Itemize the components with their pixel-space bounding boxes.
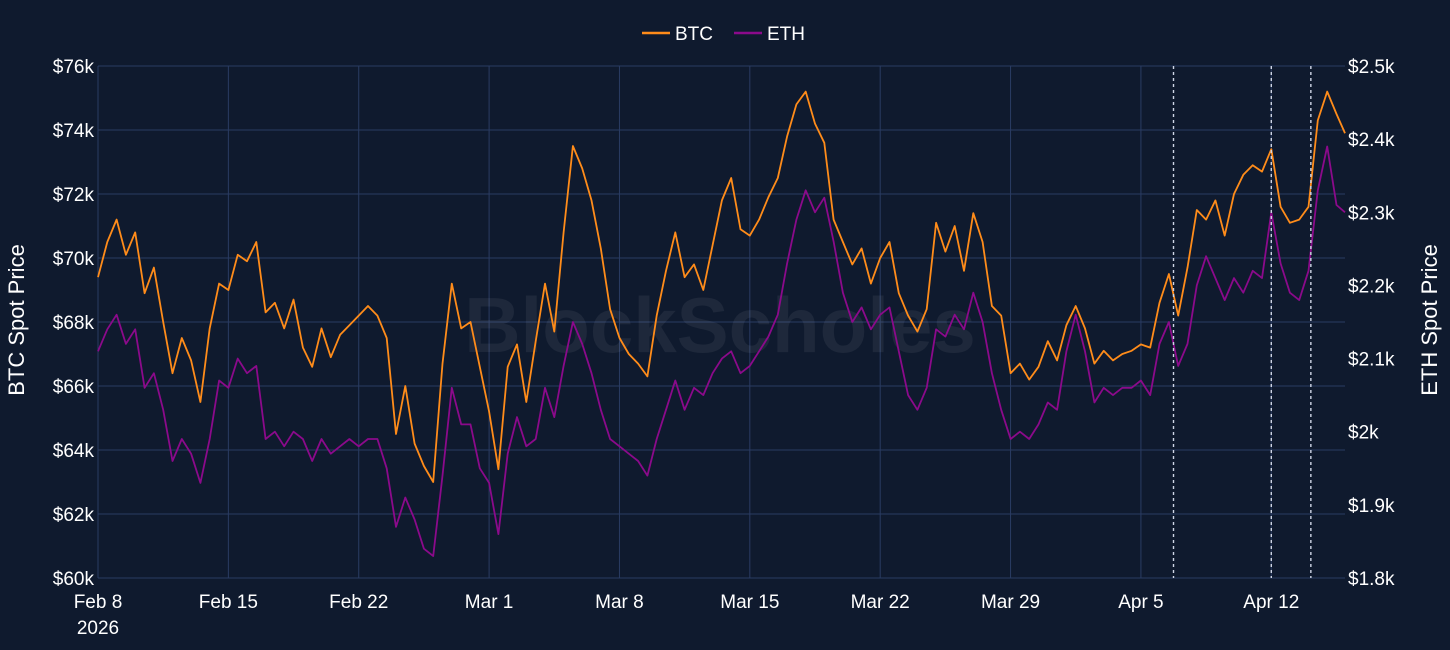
x-tick-label: Apr 5: [1118, 592, 1163, 613]
x-axis-ticks: Feb 8 2026 Feb 15 Feb 22 Mar 1 Mar 8 Mar 15 Mar…: [74, 592, 1300, 639]
x-tick-label: Apr 12: [1243, 592, 1299, 613]
left-tick-label: $76k: [53, 57, 95, 78]
right-axis-ticks: $1.8k $1.9k $2k $2.1k $2.2k $2.3k $2.4k $2.5k: [1348, 57, 1395, 590]
right-tick-label: $1.8k: [1348, 569, 1395, 590]
right-tick-label: $2.5k: [1348, 57, 1395, 78]
legend: BTC ETH: [642, 24, 805, 45]
legend-label-btc: BTC: [675, 24, 713, 45]
watermark: BlockScholes: [464, 281, 976, 369]
right-axis-title: ETH Spot Price: [1417, 244, 1442, 396]
right-tick-label: $1.9k: [1348, 496, 1395, 517]
left-tick-label: $74k: [53, 121, 95, 142]
series-line-btc: [97, 90, 1346, 483]
x-tick-label: Feb 8: [74, 592, 123, 613]
x-tick-sublabel: 2026: [77, 618, 119, 639]
left-axis-ticks: $60k $62k $64k $66k $68k $70k $72k $74k $76k: [53, 57, 95, 590]
x-tick-label: Mar 22: [851, 592, 910, 613]
x-tick-label: Feb 15: [199, 592, 258, 613]
left-axis-title: BTC Spot Price: [4, 244, 29, 396]
series-layer: [97, 90, 1346, 557]
left-tick-label: $60k: [53, 569, 95, 590]
left-tick-label: $72k: [53, 185, 95, 206]
series-line-eth: [97, 145, 1346, 557]
right-tick-label: $2.4k: [1348, 130, 1395, 151]
legend-label-eth: ETH: [767, 24, 805, 45]
left-tick-label: $62k: [53, 505, 95, 526]
right-tick-label: $2k: [1348, 423, 1379, 444]
x-tick-label: Mar 1: [465, 592, 514, 613]
x-tick-label: Mar 29: [981, 592, 1040, 613]
x-tick-label: Mar 8: [595, 592, 644, 613]
right-tick-label: $2.3k: [1348, 203, 1395, 224]
left-tick-label: $68k: [53, 313, 95, 334]
right-tick-label: $2.1k: [1348, 350, 1395, 371]
left-tick-label: $66k: [53, 377, 95, 398]
left-tick-label: $64k: [53, 441, 95, 462]
right-tick-label: $2.2k: [1348, 276, 1395, 297]
vertical-markers: [1172, 66, 1312, 578]
x-tick-label: Mar 15: [720, 592, 779, 613]
left-tick-label: $70k: [53, 249, 95, 270]
x-tick-label: Feb 22: [329, 592, 388, 613]
